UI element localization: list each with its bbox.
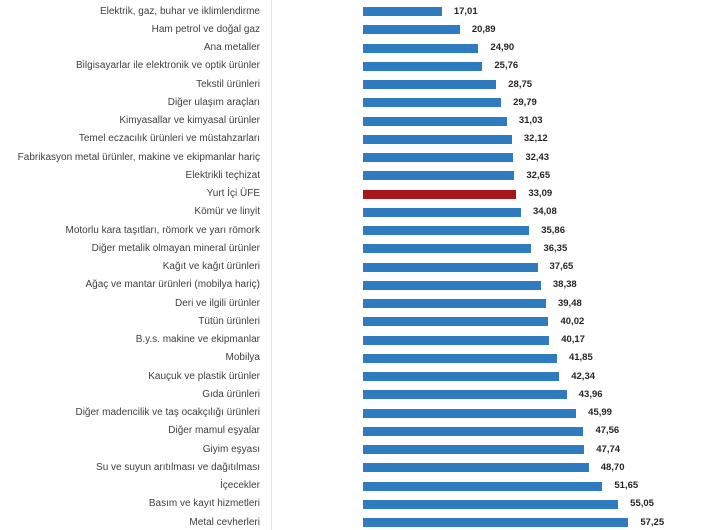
category-label: Basım ve kayıt hizmetleri [148, 498, 260, 510]
category-axis-line [271, 0, 272, 530]
category-label: Ham petrol ve doğal gaz [151, 23, 260, 35]
category-label: Diğer ulaşım araçları [167, 96, 260, 108]
bar [363, 481, 603, 491]
bar [363, 262, 538, 272]
value-label: 33,09 [528, 188, 553, 199]
bar [363, 335, 550, 345]
category-label: Diğer madencilik ve taş ocakçılığı ürünl… [75, 407, 260, 418]
value-label: 32,43 [525, 151, 550, 163]
value-label: 31,03 [518, 115, 543, 126]
bar [363, 353, 557, 363]
value-label: 38,38 [552, 279, 577, 291]
bar [363, 499, 619, 509]
category-label: Kağıt ve kağıt ürünleri [162, 261, 260, 272]
value-label: 29,79 [513, 96, 537, 108]
category-label: Ana metaller [203, 42, 260, 53]
value-label: 37,65 [549, 261, 574, 272]
value-label: 47,74 [596, 443, 621, 455]
category-label: Temel eczacılık ürünleri ve müstahzarlar… [78, 133, 260, 145]
bar [363, 463, 589, 473]
value-label: 32,65 [526, 169, 551, 181]
value-label: 17,01 [453, 5, 478, 17]
bar [363, 280, 541, 290]
bar [363, 518, 629, 527]
category-label: Fabrikasyon metal ürünler, makine ve eki… [17, 151, 260, 163]
value-label: 41,85 [568, 352, 593, 364]
value-label: 43,96 [578, 388, 603, 400]
bar [363, 43, 479, 53]
value-label: 55,05 [630, 498, 654, 510]
value-label: 25,76 [494, 60, 519, 72]
bar-highlight [363, 189, 517, 199]
value-label: 57,25 [640, 516, 665, 528]
value-label: 47,56 [595, 425, 620, 437]
category-label: Mobilya [225, 352, 260, 364]
value-label: 28,75 [508, 78, 533, 90]
value-label: 40,02 [560, 315, 585, 327]
value-label: 51,65 [614, 480, 639, 491]
value-label: 20,89 [471, 23, 496, 35]
category-label: Kömür ve linyit [194, 206, 260, 218]
bar [363, 207, 521, 217]
category-label: Metal cevherleri [189, 516, 260, 528]
bar [363, 171, 515, 181]
bar [363, 153, 514, 162]
bar [363, 116, 507, 126]
category-label: Kauçuk ve plastik ürünler [148, 370, 260, 382]
value-label: 35,86 [541, 224, 565, 236]
bar [363, 244, 532, 254]
bar [363, 226, 530, 235]
value-label: 45,99 [588, 407, 612, 418]
value-label: 40,17 [561, 334, 585, 345]
category-label: Elektrikli teçhizat [185, 169, 260, 181]
category-label: B.y.s. makine ve ekipmanlar [135, 334, 260, 345]
category-label: Su ve suyun arıtılması ve dağıtılması [96, 461, 260, 473]
bar [363, 408, 577, 418]
category-label: Giyim eşyası [202, 443, 260, 455]
value-label: 39,48 [557, 297, 582, 309]
bar [363, 372, 560, 381]
category-label: İçecekler [219, 480, 260, 491]
value-label: 32,12 [523, 133, 548, 145]
bar [363, 134, 512, 144]
category-label: Yurt İçi ÜFE [206, 188, 260, 199]
bar [363, 7, 442, 16]
bar [363, 98, 502, 108]
value-label: 48,70 [600, 461, 625, 473]
value-label: 34,08 [532, 206, 557, 218]
category-label: Diğer mamul eşyalar [168, 425, 260, 437]
bar [363, 25, 460, 35]
category-label: Bilgisayarlar ile elektronik ve optik ür… [76, 60, 260, 72]
category-label: Motorlu kara taşıtları, römork ve yarı r… [65, 224, 261, 236]
category-label: Tütün ürünleri [198, 315, 260, 327]
category-label: Gıda ürünleri [202, 388, 260, 400]
category-label: Kimyasallar ve kimyasal ürünler [119, 115, 260, 126]
value-label: 24,90 [490, 42, 515, 53]
bar [363, 426, 584, 436]
category-label: Tekstil ürünleri [196, 78, 260, 90]
category-label: Deri ve ilgili ürünler [174, 297, 260, 309]
bar [363, 390, 567, 400]
value-label: 36,35 [543, 242, 568, 254]
category-label: Diğer metalik olmayan mineral ürünler [91, 242, 260, 254]
bar [363, 80, 497, 89]
category-label: Ağaç ve mantar ürünleri (mobilya hariç) [85, 279, 260, 291]
category-label: Elektrik, gaz, buhar ve iklimlendirme [99, 5, 260, 17]
bar [363, 61, 483, 71]
bar [363, 445, 585, 454]
bar [363, 299, 546, 308]
value-label: 42,34 [571, 370, 596, 382]
bar [363, 317, 549, 327]
